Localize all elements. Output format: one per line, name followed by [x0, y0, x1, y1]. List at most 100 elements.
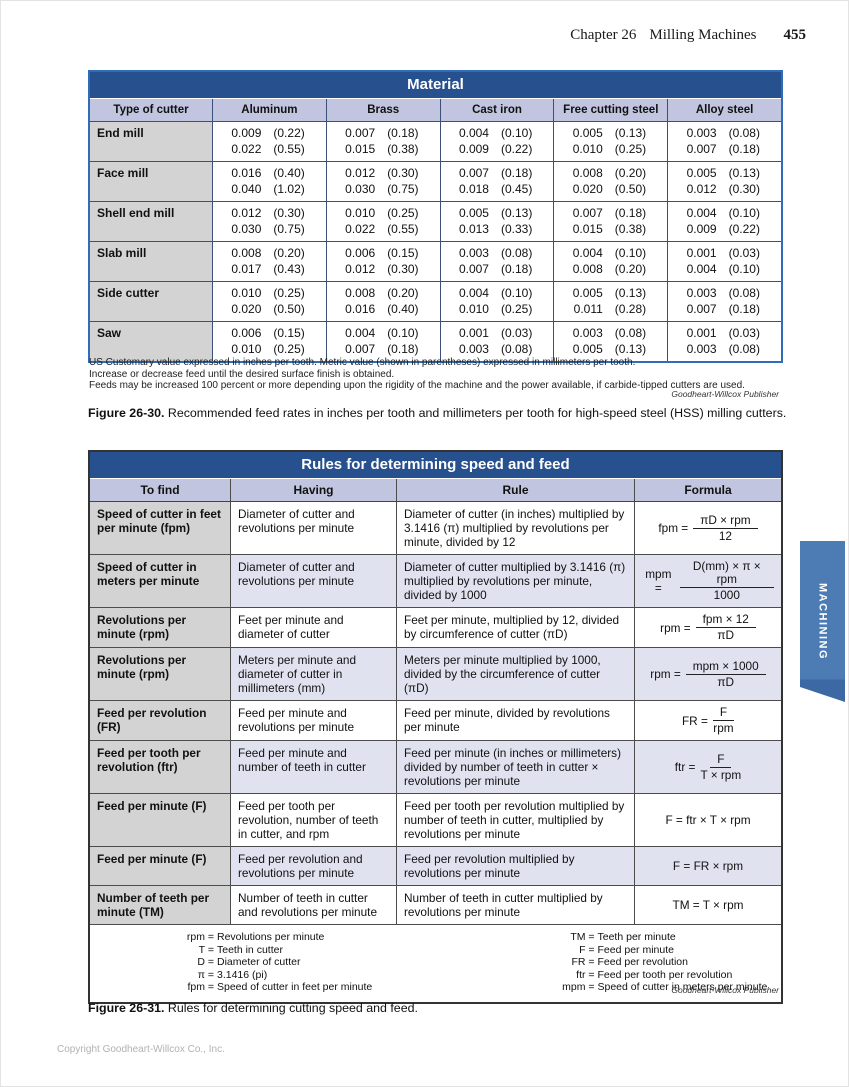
mm-per-tooth-value: (0.55)	[273, 142, 305, 156]
column-header: Having	[230, 479, 396, 501]
table-row: End mill 0.009 (0.22) 0.022 (0.55) 0.007 (0.18…	[90, 121, 781, 161]
legend-value: Teeth in cutter	[217, 943, 283, 956]
feed-value-line: 0.012 (0.30)	[327, 166, 440, 180]
feed-value-line: 0.012 (0.30)	[213, 206, 326, 220]
feed-value-cell: 0.007 (0.18) 0.015 (0.38)	[553, 202, 668, 241]
figure-caption-26-31: Figure 26-31. Rules for determining cutt…	[88, 1001, 844, 1015]
to-find-cell: Revolutions per minute (rpm)	[90, 608, 230, 647]
feed-value-line: 0.010 (0.25)	[441, 302, 554, 316]
equals-sign: =	[588, 981, 595, 993]
feed-value-cell: 0.005 (0.13) 0.010 (0.25)	[553, 122, 668, 161]
feed-value-cell: 0.010 (0.25) 0.022 (0.55)	[325, 202, 440, 241]
rule-cell: Feed per revolution multiplied by revolu…	[396, 847, 634, 885]
feed-value-line: 0.005 (0.13)	[554, 126, 667, 140]
rules-row: Revolutions per minute (rpm) Meters per m…	[90, 647, 781, 700]
inches-per-tooth-value: 0.009	[458, 142, 489, 156]
feed-value-line: 0.016 (0.40)	[213, 166, 326, 180]
feed-value-line: 0.001 (0.03)	[668, 246, 781, 260]
feed-value-cell: 0.001 (0.03) 0.003 (0.08)	[667, 322, 781, 361]
mm-per-tooth-value: (0.22)	[273, 126, 305, 140]
feed-value-line: 0.022 (0.55)	[213, 142, 326, 156]
feed-value-line: 0.006 (0.15)	[213, 326, 326, 340]
feed-value-cell: 0.008 (0.20) 0.020 (0.50)	[553, 162, 668, 201]
equals-sign: =	[588, 968, 595, 981]
fraction-numerator: mpm × 1000	[685, 659, 766, 675]
feed-value-line: 0.020 (0.50)	[213, 302, 326, 316]
feed-value-line: 0.003 (0.08)	[554, 326, 667, 340]
feed-value-line: 0.008 (0.20)	[327, 286, 440, 300]
inches-per-tooth-value: 0.030	[345, 182, 376, 196]
formula-fraction: fpm × 12 πD	[695, 613, 756, 642]
feed-value-cell: 0.005 (0.13) 0.011 (0.28)	[553, 282, 668, 321]
feed-table-body: End mill 0.009 (0.22) 0.022 (0.55) 0.007 (0.18…	[90, 121, 781, 361]
mm-per-tooth-value: (0.22)	[500, 142, 533, 156]
inches-per-tooth-value: 0.040	[231, 182, 262, 196]
feed-value-line: 0.009 (0.22)	[441, 142, 554, 156]
formula-fraction: πD × rpm 12	[693, 513, 758, 543]
mm-per-tooth-value: (0.75)	[273, 222, 305, 236]
inches-per-tooth-value: 0.007	[686, 142, 717, 156]
mm-per-tooth-value: (0.08)	[728, 286, 760, 300]
mm-per-tooth-value: (0.33)	[500, 222, 533, 236]
inches-per-tooth-value: 0.011	[573, 302, 603, 316]
legend-entry: T = Teeth in cutter	[90, 944, 436, 957]
legend-entry: F = Feed per minute	[436, 944, 782, 957]
feed-value-cell: 0.006 (0.15) 0.010 (0.25)	[212, 322, 326, 361]
inches-per-tooth-value: 0.015	[345, 142, 376, 156]
rules-row: Revolutions per minute (rpm) Feet per min…	[90, 607, 781, 647]
feed-value-line: 0.015 (0.38)	[327, 142, 440, 156]
feed-value-line: 0.004 (0.10)	[327, 326, 440, 340]
feed-value-line: 0.020 (0.50)	[554, 182, 667, 196]
legend-key: mpm	[562, 981, 586, 993]
abbreviation-legend: rpm = Revolutions per minute T = Teeth in cut…	[90, 924, 781, 1002]
feed-value-line: 0.004 (0.10)	[441, 286, 554, 300]
column-header-material: Free cutting steel	[553, 99, 667, 121]
feed-value-line: 0.005 (0.13)	[554, 342, 667, 356]
formula-lhs: rpm =	[660, 620, 691, 635]
mm-per-tooth-value: (0.40)	[387, 302, 419, 316]
equals-sign: =	[207, 968, 215, 981]
mm-per-tooth-value: (0.13)	[500, 206, 533, 220]
mm-per-tooth-value: (0.18)	[387, 342, 419, 356]
feed-value-line: 0.013 (0.33)	[441, 222, 554, 236]
legend-value: Diameter of cutter	[217, 956, 301, 968]
having-cell: Feed per tooth per revolution, number of…	[230, 794, 396, 846]
rule-cell: Feed per minute, divided by revolutions …	[396, 701, 634, 740]
feed-value-line: 0.017 (0.43)	[213, 262, 326, 276]
rule-cell: Feed per tooth per revolution multiplied…	[396, 794, 634, 846]
rules-row: Feed per minute (F) Feed per revolution a…	[90, 846, 781, 885]
equals-sign: =	[207, 931, 215, 943]
legend-key: D	[197, 956, 205, 968]
equals-sign: =	[588, 943, 595, 956]
footnote-line: Feeds may be increased 100 percent or mo…	[89, 380, 745, 391]
chapter-label: Chapter 26	[570, 27, 637, 43]
having-cell: Diameter of cutter and revolutions per m…	[230, 502, 396, 554]
inches-per-tooth-value: 0.007	[686, 302, 717, 316]
to-find-cell: Feed per tooth per revolution (ftr)	[90, 741, 230, 793]
formula-lhs: mpm =	[645, 567, 672, 595]
inches-per-tooth-value: 0.003	[686, 126, 717, 140]
feed-value-line: 0.008 (0.20)	[554, 166, 667, 180]
feed-value-cell: 0.004 (0.10) 0.007 (0.18)	[325, 322, 440, 361]
to-find-cell: Revolutions per minute (rpm)	[90, 648, 230, 700]
feed-value-line: 0.030 (0.75)	[213, 222, 326, 236]
feed-value-cell: 0.007 (0.18) 0.015 (0.38)	[325, 122, 440, 161]
mm-per-tooth-value: (0.10)	[614, 246, 647, 260]
inches-per-tooth-value: 0.006	[231, 326, 262, 340]
inches-per-tooth-value: 0.009	[686, 222, 717, 236]
inches-per-tooth-value: 0.016	[345, 302, 376, 316]
rule-cell: Feet per minute, multiplied by 12, divid…	[396, 608, 634, 647]
mm-per-tooth-value: (0.13)	[614, 126, 647, 140]
inches-per-tooth-value: 0.018	[458, 182, 489, 196]
inches-per-tooth-value: 0.004	[345, 326, 376, 340]
inches-per-tooth-value: 0.001	[686, 246, 717, 260]
inches-per-tooth-value: 0.003	[458, 246, 489, 260]
mm-per-tooth-value: (0.15)	[387, 246, 419, 260]
cutter-name: Shell end mill	[90, 202, 212, 241]
mm-per-tooth-value: (0.18)	[500, 262, 533, 276]
fraction-denominator: T × rpm	[700, 767, 742, 782]
feed-value-cell: 0.008 (0.20) 0.016 (0.40)	[325, 282, 440, 321]
legend-entry: ftr = Feed per tooth per revolution	[436, 969, 782, 982]
mm-per-tooth-value: (0.40)	[273, 166, 305, 180]
equals-sign: =	[207, 956, 215, 968]
